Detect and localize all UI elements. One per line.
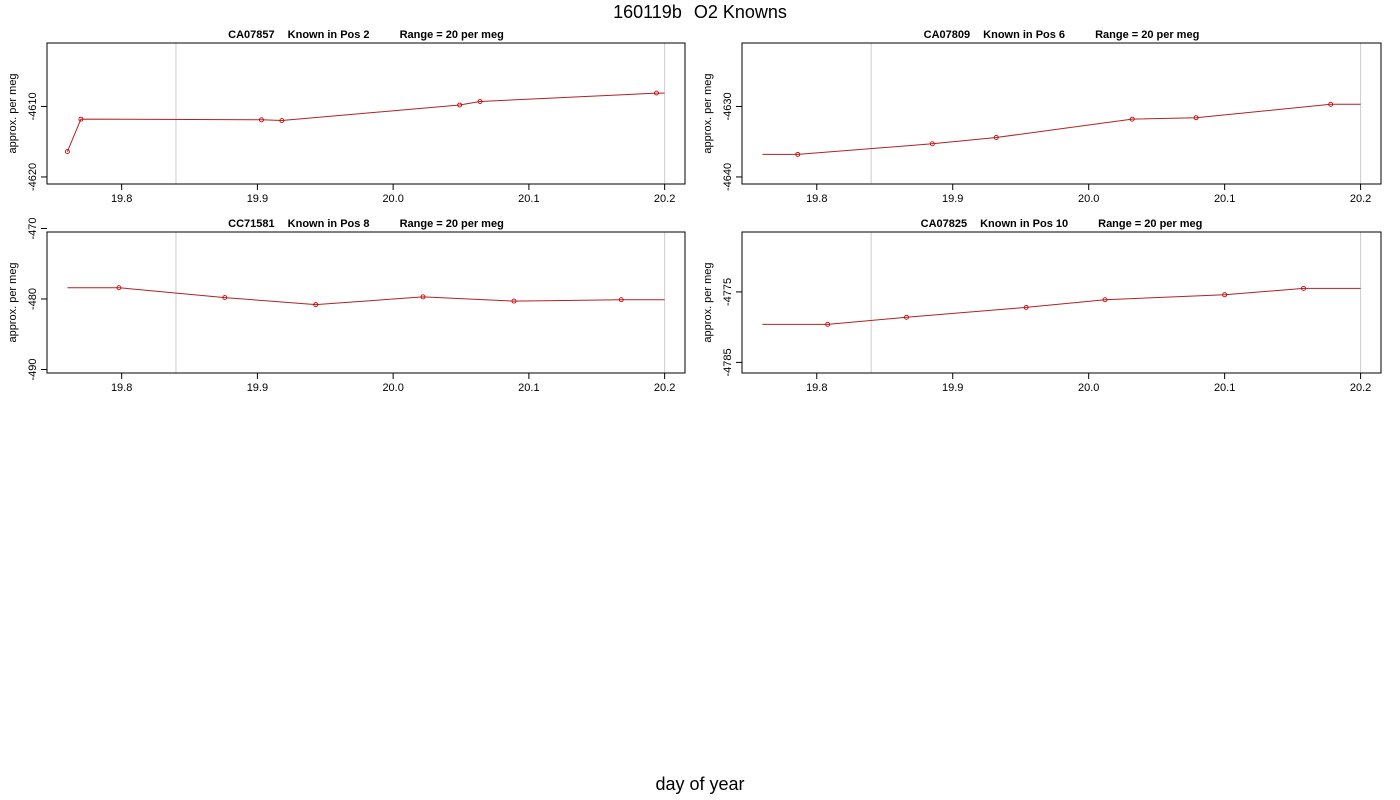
- data-point: [259, 117, 264, 123]
- panel-title-part: Range = 20 per meg: [1095, 29, 1199, 41]
- data-point: [420, 294, 426, 300]
- plot-frame: [741, 231, 1382, 374]
- panel-title: CA07825 Known in Pos 10 Range = 20 per meg: [921, 218, 1203, 230]
- data-point: [1328, 101, 1334, 107]
- x-tick-label: 20.0: [1078, 382, 1099, 394]
- panel-title: CA07857 Known in Pos 2 Range = 20 per meg: [228, 29, 504, 41]
- y-tick-label: -4620: [27, 163, 39, 191]
- panel-title-part: Known in Pos 8: [288, 218, 370, 230]
- data-point: [64, 149, 70, 155]
- plot-frame: [741, 42, 1382, 185]
- x-tick-label: 19.9: [247, 382, 268, 394]
- y-tick-label: -480: [27, 288, 39, 310]
- x-tick-label: 20.0: [382, 193, 403, 205]
- panel-title-part: Range = 20 per meg: [400, 29, 504, 41]
- panel-title-part: Known in Pos 2: [288, 29, 370, 41]
- panel-title-part: CC71581: [228, 218, 274, 230]
- x-tick-label: 19.9: [942, 382, 963, 394]
- panel-title-part: CA07857: [228, 29, 274, 41]
- panel-title-part: CA07809: [924, 29, 970, 41]
- data-point: [929, 141, 935, 147]
- x-tick-label: 19.8: [111, 382, 132, 394]
- x-tick-label: 20.1: [1214, 382, 1235, 394]
- figure-title-run: 160119b: [613, 2, 682, 22]
- y-tick-label: -4775: [722, 278, 734, 306]
- series-line: [66, 92, 665, 152]
- y-tick-label: -4610: [27, 92, 39, 120]
- data-point: [477, 99, 483, 104]
- y-axis-label: approx. per meg: [702, 262, 714, 342]
- data-point: [904, 314, 909, 320]
- plot-frame: [46, 231, 686, 374]
- panel-title-part: Range = 20 per meg: [1098, 218, 1202, 230]
- plot-frame: [46, 42, 686, 185]
- series-line: [762, 103, 1361, 155]
- chart-panel-4: CA07825 Known in Pos 10 Range = 20 per meg…: [702, 218, 1382, 394]
- data-point: [78, 116, 84, 122]
- y-tick-label: -470: [27, 217, 39, 239]
- data-point: [618, 297, 624, 303]
- y-axis-label: approx. per meg: [7, 73, 19, 153]
- chart-panel-3: CC71581 Known in Pos 8 Range = 20 per meg 1…: [7, 217, 686, 394]
- data-point: [993, 135, 999, 140]
- chart-panel-2: CA07809 Known in Pos 6 Range = 20 per meg 1…: [702, 29, 1382, 205]
- x-tick-label: 19.9: [247, 193, 268, 205]
- data-point: [825, 321, 831, 327]
- y-tick-label: -4630: [722, 92, 734, 120]
- x-tick-label: 19.8: [806, 193, 827, 205]
- panel-title-part: CA07825: [921, 218, 967, 230]
- x-tick-label: 20.0: [382, 382, 403, 394]
- x-tick-label: 20.1: [518, 193, 539, 205]
- data-point: [1301, 285, 1306, 291]
- x-tick-label: 20.2: [1350, 382, 1371, 394]
- data-point: [795, 151, 801, 157]
- data-point: [654, 90, 659, 96]
- data-point: [1193, 115, 1199, 121]
- data-point: [511, 298, 517, 304]
- x-tick-label: 20.2: [654, 193, 675, 205]
- x-tick-label: 19.9: [942, 193, 963, 205]
- plots-canvas: CA07857 Known in Pos 2 Range = 20 per meg 1…: [7, 29, 1382, 394]
- data-point: [222, 295, 228, 301]
- panel-title-part: Known in Pos 10: [980, 218, 1068, 230]
- y-tick-label: -4785: [722, 348, 734, 376]
- data-point: [1102, 297, 1108, 303]
- y-axis-label: approx. per meg: [702, 73, 714, 153]
- x-tick-label: 20.1: [1214, 193, 1235, 205]
- y-tick-label: -4640: [722, 163, 734, 191]
- panel-title: CC71581 Known in Pos 8 Range = 20 per meg: [228, 218, 504, 230]
- data-point: [116, 285, 122, 291]
- series-line: [762, 287, 1361, 325]
- x-tick-label: 20.2: [1350, 193, 1371, 205]
- chart-panel-1: CA07857 Known in Pos 2 Range = 20 per meg 1…: [7, 29, 686, 205]
- x-axis-label: day of year: [655, 774, 745, 794]
- x-tick-label: 19.8: [111, 193, 132, 205]
- data-point: [313, 302, 319, 308]
- x-tick-label: 20.1: [518, 382, 539, 394]
- x-tick-label: 20.0: [1078, 193, 1099, 205]
- data-point: [1222, 292, 1228, 298]
- panel-title: CA07809 Known in Pos 6 Range = 20 per meg: [924, 29, 1200, 41]
- panel-title-part: Range = 20 per meg: [400, 218, 504, 230]
- data-point: [457, 102, 463, 108]
- panel-title-part: Known in Pos 6: [983, 29, 1065, 41]
- x-tick-label: 19.8: [806, 382, 827, 394]
- x-tick-label: 20.2: [654, 382, 675, 394]
- figure-title: 160119b O2 Knowns: [0, 2, 1400, 23]
- y-axis-label: approx. per meg: [7, 262, 19, 342]
- y-tick-label: -490: [27, 358, 39, 380]
- data-point: [1023, 304, 1029, 310]
- figure-title-subject: O2 Knowns: [693, 2, 787, 22]
- data-point: [279, 118, 285, 124]
- data-point: [1129, 116, 1135, 122]
- series-line: [67, 287, 665, 306]
